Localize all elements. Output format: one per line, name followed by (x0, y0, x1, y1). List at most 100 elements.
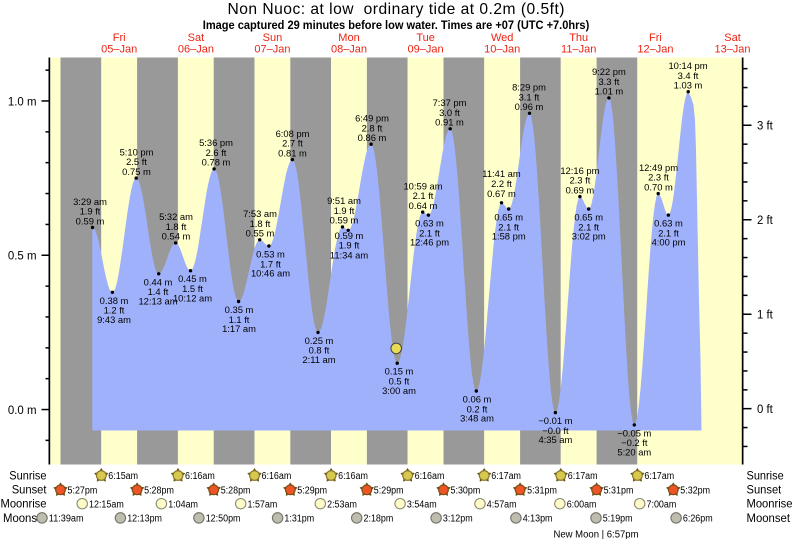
svg-text:12:46 pm: 12:46 pm (410, 237, 449, 248)
svg-text:0.63 m: 0.63 m (654, 218, 683, 229)
svg-text:06–Jan: 06–Jan (178, 44, 214, 56)
svg-text:9:43 am: 9:43 am (97, 314, 131, 325)
svg-text:05–Jan: 05–Jan (101, 44, 137, 56)
svg-text:6:26pm: 6:26pm (683, 514, 713, 525)
svg-text:2.1 ft: 2.1 ft (498, 221, 519, 232)
svg-text:5:28pm: 5:28pm (144, 486, 174, 497)
svg-text:4:57am: 4:57am (487, 499, 517, 510)
svg-text:5:32 am: 5:32 am (159, 211, 193, 222)
svg-text:0.2 ft: 0.2 ft (467, 403, 488, 414)
svg-text:0.81 m: 0.81 m (278, 147, 307, 158)
svg-text:07–Jan: 07–Jan (254, 44, 290, 56)
svg-text:0.59 m: 0.59 m (76, 215, 105, 226)
svg-text:0.55 m: 0.55 m (246, 228, 275, 239)
svg-text:11–Jan: 11–Jan (561, 44, 596, 56)
svg-text:3.3 ft: 3.3 ft (598, 76, 619, 87)
svg-text:1.1 ft: 1.1 ft (229, 314, 250, 325)
svg-text:0.69 m: 0.69 m (566, 184, 595, 195)
svg-text:0 ft: 0 ft (757, 402, 773, 416)
svg-text:0.91 m: 0.91 m (435, 117, 464, 128)
svg-text:5:30pm: 5:30pm (451, 486, 481, 497)
svg-text:4:35 am: 4:35 am (538, 434, 572, 445)
svg-text:2:11 am: 2:11 am (302, 354, 335, 365)
svg-text:0.65 m: 0.65 m (494, 212, 523, 223)
svg-text:13–Jan: 13–Jan (714, 44, 750, 56)
svg-text:0.06 m: 0.06 m (463, 394, 492, 405)
svg-text:4:00 pm: 4:00 pm (652, 237, 686, 248)
svg-text:12:49 pm: 12:49 pm (639, 162, 678, 173)
svg-text:5:29pm: 5:29pm (297, 486, 327, 497)
svg-text:2.3 ft: 2.3 ft (648, 172, 669, 183)
svg-text:0.67 m: 0.67 m (487, 188, 516, 199)
svg-text:2.2 ft: 2.2 ft (491, 178, 512, 189)
svg-text:12:15am: 12:15am (89, 499, 124, 510)
svg-text:6:16am: 6:16am (262, 471, 292, 482)
svg-text:3:00 am: 3:00 am (382, 385, 416, 396)
svg-text:9:22 pm: 9:22 pm (592, 66, 626, 77)
svg-text:0.70 m: 0.70 m (644, 181, 673, 192)
svg-text:0.86 m: 0.86 m (358, 132, 387, 143)
svg-text:0.44 m: 0.44 m (144, 276, 173, 287)
svg-text:5:31pm: 5:31pm (604, 486, 634, 497)
svg-text:6:17am: 6:17am (568, 471, 598, 482)
svg-text:5:32pm: 5:32pm (680, 486, 710, 497)
svg-text:1.4 ft: 1.4 ft (148, 286, 169, 297)
svg-text:Moonset: Moonset (747, 512, 791, 525)
svg-text:8:29 pm: 8:29 pm (512, 82, 546, 93)
svg-text:2.3 ft: 2.3 ft (569, 175, 590, 186)
svg-text:1.5 ft: 1.5 ft (182, 283, 203, 294)
svg-text:3:02 pm: 3:02 pm (572, 231, 606, 242)
svg-text:2:53am: 2:53am (327, 499, 357, 510)
svg-text:9:51 am: 9:51 am (327, 195, 361, 206)
svg-text:3:12pm: 3:12pm (443, 514, 473, 525)
svg-text:−0.05 m: −0.05 m (617, 427, 651, 438)
svg-text:3:48 am: 3:48 am (460, 413, 494, 424)
svg-text:7:53 am: 7:53 am (243, 208, 277, 219)
svg-text:1:17 am: 1:17 am (222, 323, 256, 334)
svg-text:Sat: Sat (724, 32, 741, 44)
svg-text:0.5 ft: 0.5 ft (389, 376, 410, 387)
svg-text:Image captured 29 minutes befo: Image captured 29 minutes before low wat… (203, 18, 590, 32)
svg-text:0.75 m: 0.75 m (122, 166, 151, 177)
svg-text:0.59 m: 0.59 m (335, 230, 364, 241)
svg-text:Sunrise: Sunrise (9, 469, 46, 482)
svg-text:10:14 pm: 10:14 pm (668, 60, 707, 71)
svg-text:Wed: Wed (491, 32, 513, 44)
svg-text:3 ft: 3 ft (757, 119, 773, 133)
svg-text:1:58 pm: 1:58 pm (492, 231, 526, 242)
svg-text:6:15am: 6:15am (108, 471, 138, 482)
svg-text:5:28pm: 5:28pm (221, 486, 251, 497)
svg-text:Sunset: Sunset (12, 484, 48, 497)
svg-text:6:16am: 6:16am (185, 471, 215, 482)
svg-text:5:31pm: 5:31pm (527, 486, 557, 497)
svg-text:4:13pm: 4:13pm (523, 514, 553, 525)
svg-text:10–Jan: 10–Jan (484, 44, 520, 56)
svg-text:2.8 ft: 2.8 ft (362, 122, 383, 133)
svg-text:Moonrise: Moonrise (1, 498, 47, 511)
svg-text:6:49 pm: 6:49 pm (355, 113, 389, 124)
svg-text:1.7 ft: 1.7 ft (260, 258, 281, 269)
svg-text:10:46 am: 10:46 am (251, 268, 290, 279)
svg-text:1.2 ft: 1.2 ft (104, 305, 125, 316)
svg-text:2.7 ft: 2.7 ft (282, 138, 303, 149)
svg-text:3.0 ft: 3.0 ft (439, 107, 460, 118)
svg-text:0.0 m: 0.0 m (8, 403, 37, 417)
svg-text:0.5 m: 0.5 m (8, 249, 37, 263)
svg-text:Moonrise: Moonrise (747, 498, 793, 511)
svg-text:2 ft: 2 ft (757, 213, 773, 227)
svg-text:12–Jan: 12–Jan (637, 44, 673, 56)
svg-text:−0.0 ft: −0.0 ft (542, 425, 569, 436)
svg-text:0.65 m: 0.65 m (574, 212, 603, 223)
svg-text:11:39am: 11:39am (49, 514, 84, 525)
svg-text:0.8 ft: 0.8 ft (309, 345, 330, 356)
svg-text:5:27pm: 5:27pm (68, 486, 98, 497)
svg-text:2.1 ft: 2.1 ft (413, 190, 434, 201)
svg-text:0.96 m: 0.96 m (515, 101, 544, 112)
svg-text:0.25 m: 0.25 m (305, 335, 334, 346)
svg-text:2.1 ft: 2.1 ft (419, 227, 440, 238)
svg-text:6:16am: 6:16am (338, 471, 368, 482)
svg-text:0.38 m: 0.38 m (100, 295, 129, 306)
svg-text:Fri: Fri (113, 32, 126, 44)
svg-text:Non Nuoc: at low ordinary tid: Non Nuoc: at low ordinary tide at 0.2m (… (228, 1, 565, 18)
svg-text:Fri: Fri (649, 32, 662, 44)
